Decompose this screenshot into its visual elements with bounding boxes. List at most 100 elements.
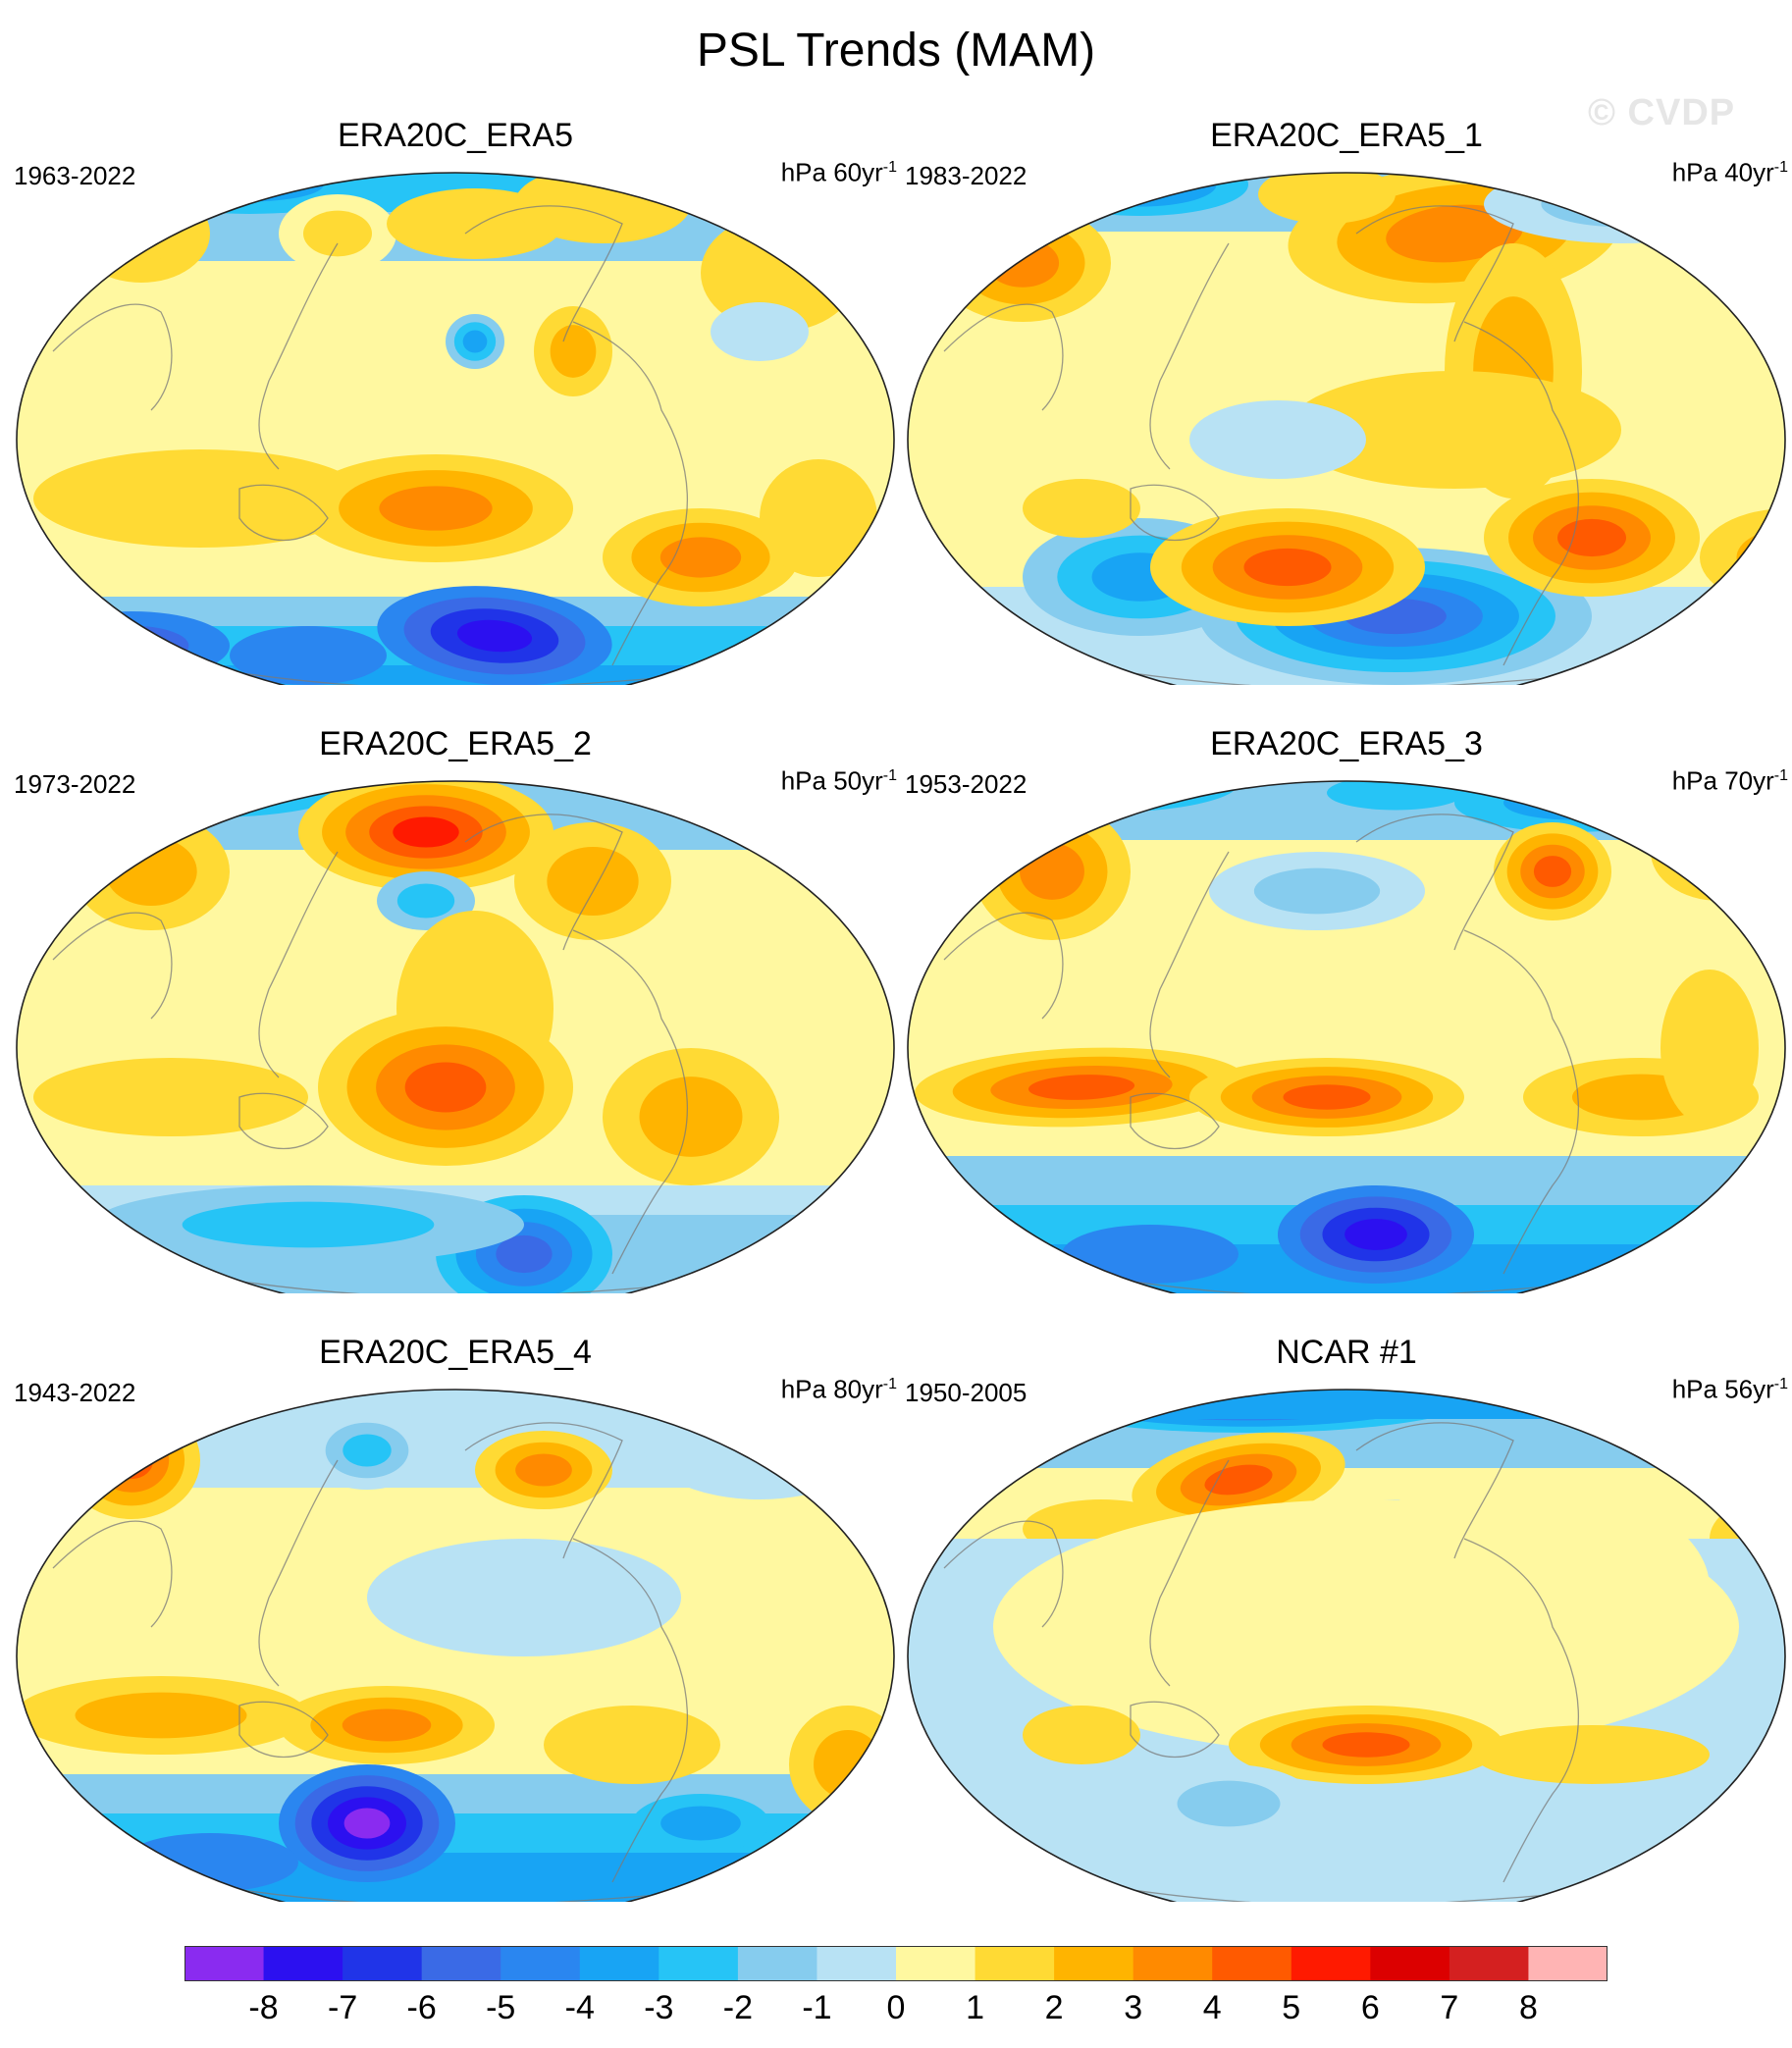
panel-title: ERA20C_ERA5_4: [319, 1334, 592, 1371]
colorbar-label: -1: [802, 1989, 832, 2026]
coastline: [943, 1520, 1064, 1628]
trend-contour: [33, 1058, 308, 1136]
panel-units: hPa 50yr-1: [781, 760, 897, 798]
trend-contour: [660, 1806, 741, 1841]
trend-contour: [547, 847, 639, 916]
units-prefix: hPa: [1671, 765, 1717, 796]
units-value: 56yr: [1724, 1374, 1774, 1404]
coastlines: [52, 1422, 761, 1902]
trend-contour: [1258, 173, 1396, 224]
trend-map: [16, 780, 895, 1293]
map-panel: ERA20C_ERA5_2 1973-2022 hPa 50yr-1: [14, 724, 897, 1293]
panel-period: 1983-2022: [905, 161, 1028, 190]
coastline: [1149, 242, 1230, 470]
colorbar-label: -8: [248, 1989, 279, 2026]
coastline: [1149, 851, 1230, 1078]
trend-contour: [550, 325, 597, 378]
colorbar-swatch: [817, 1946, 897, 1981]
trend-contour: [75, 1692, 247, 1739]
trend-contour: [1322, 1732, 1410, 1758]
colorbar-border: [184, 1946, 1608, 1981]
units-prefix: hPa: [1671, 1374, 1717, 1404]
trend-contour: [73, 184, 210, 283]
trend-map: [16, 1389, 895, 1902]
colorbar-label: 6: [1360, 1989, 1380, 2026]
trend-contour: [33, 611, 230, 680]
trend-map: [907, 172, 1786, 685]
coastline: [572, 929, 688, 1275]
map-border: [16, 172, 895, 685]
colorbar-swatch: [1370, 1946, 1450, 1981]
trend-contour: [1386, 204, 1523, 263]
coastline: [572, 321, 688, 666]
trend-contour: [1020, 843, 1084, 900]
trend-contour: [639, 1077, 743, 1157]
trend-contour: [105, 837, 197, 906]
units-exponent: -1: [882, 767, 897, 784]
trend-contour: [1344, 1219, 1407, 1250]
units-exponent: -1: [882, 159, 897, 176]
map-panel: ERA20C_ERA5_4 1943-2022 hPa 80yr-1: [14, 1333, 897, 1902]
coastline: [238, 1701, 329, 1759]
coastline: [52, 303, 173, 411]
coastline: [258, 242, 339, 470]
coastline: [1149, 1459, 1230, 1687]
colorbar-swatch: [1133, 1946, 1213, 1981]
trend-contour: [343, 1808, 391, 1839]
trend-contour: [985, 238, 1060, 288]
units-value: 60yr: [833, 157, 883, 187]
trend-contour: [1021, 781, 1182, 801]
trend-contour: [82, 1390, 338, 1441]
coastline: [464, 814, 623, 951]
trend-contour: [367, 1539, 681, 1656]
trend-contour: [1454, 781, 1690, 832]
coastline: [1355, 814, 1514, 951]
colorbar-swatch: [263, 1946, 343, 1981]
panel-title: ERA20C_ERA5_3: [1210, 725, 1483, 762]
trend-contour: [1253, 867, 1381, 915]
panel-units: hPa 40yr-1: [1672, 151, 1788, 189]
trend-contour: [1557, 518, 1626, 557]
trend-contour: [1177, 1780, 1281, 1827]
trend-band: [908, 1863, 1785, 1902]
trend-contour: [1651, 803, 1785, 901]
coastline: [1463, 321, 1579, 666]
map-panel: ERA20C_ERA5_1 1983-2022 hPa 40yr-1: [905, 116, 1788, 685]
trend-contour: [122, 1833, 298, 1892]
coastline: [1463, 929, 1579, 1275]
colorbar-label: -5: [486, 1989, 516, 2026]
units-value: 80yr: [833, 1374, 883, 1404]
colorbar: [184, 1946, 1608, 1981]
coastline: [238, 1092, 329, 1150]
colorbar-swatch: [1528, 1946, 1608, 1981]
coastline: [1355, 205, 1514, 342]
colorbar-label: 1: [966, 1989, 985, 2026]
trend-contour: [1317, 1480, 1710, 1696]
trend-contour: [964, 781, 1239, 813]
trend-contour: [1023, 1706, 1140, 1764]
trend-contour: [1541, 181, 1702, 228]
colorbar-label: 5: [1282, 1989, 1301, 2026]
units-exponent: -1: [1773, 767, 1788, 784]
colorbar-swatch: [1291, 1946, 1371, 1981]
colorbar-swatch: [737, 1946, 817, 1981]
map-border: [907, 172, 1786, 685]
colorbar-swatch: [1212, 1946, 1292, 1981]
coastline: [464, 1422, 623, 1559]
trend-contour: [456, 619, 533, 653]
trend-contour: [1533, 856, 1572, 887]
units-prefix: hPa: [780, 157, 826, 187]
coastline: [1130, 1701, 1220, 1759]
panel-units: hPa 80yr-1: [781, 1368, 897, 1406]
trend-contour: [1243, 548, 1332, 587]
trend-contour: [1095, 173, 1186, 198]
figure-title: PSL Trends (MAM): [696, 25, 1096, 77]
trend-contour: [760, 459, 877, 577]
panel-units: hPa 60yr-1: [781, 151, 897, 189]
colorbar-swatch: [975, 1946, 1055, 1981]
coastline: [258, 1459, 339, 1687]
trend-band: [17, 1853, 894, 1902]
colorbar-swatch: [1054, 1946, 1134, 1981]
coastline: [943, 912, 1064, 1020]
panel-units: hPa 70yr-1: [1672, 760, 1788, 798]
